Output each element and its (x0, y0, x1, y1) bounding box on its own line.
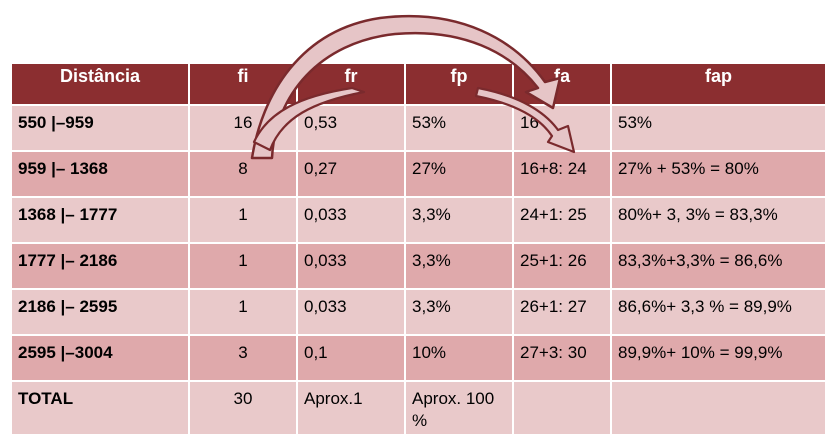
header-fi: fi (190, 64, 296, 104)
header-distancia: Distância (12, 64, 188, 104)
cell-fp: 3,3% (406, 290, 512, 334)
table-row: 2595 |–3004 3 0,1 10% 27+3: 30 89,9%+ 10… (12, 336, 825, 380)
cell-fp: 53% (406, 106, 512, 150)
cell-fap: 89,9%+ 10% = 99,9% (612, 336, 825, 380)
cell-fa: 25+1: 26 (514, 244, 610, 288)
cell-distancia: 2186 |– 2595 (12, 290, 188, 334)
cell-fp: 3,3% (406, 198, 512, 242)
header-fp: fp (406, 64, 512, 104)
table-row: 2186 |– 2595 1 0,033 3,3% 26+1: 27 86,6%… (12, 290, 825, 334)
cell-fap: 27% + 53% = 80% (612, 152, 825, 196)
cell-fap: 80%+ 3, 3% = 83,3% (612, 198, 825, 242)
cell-distancia: 1368 |– 1777 (12, 198, 188, 242)
cell-distancia: 959 |– 1368 (12, 152, 188, 196)
cell-fi: 1 (190, 290, 296, 334)
cell-fr: 0,033 (298, 290, 404, 334)
cell-fp: 10% (406, 336, 512, 380)
frequency-table: Distância fi fr fp fa fap 550 |–959 16 0… (10, 62, 827, 436)
table-row: 1368 |– 1777 1 0,033 3,3% 24+1: 25 80%+ … (12, 198, 825, 242)
cell-fr: 0,033 (298, 198, 404, 242)
cell-fp: 27% (406, 152, 512, 196)
table-row: 1777 |– 2186 1 0,033 3,3% 25+1: 26 83,3%… (12, 244, 825, 288)
cell-fp: Aprox. 100 % (406, 382, 512, 434)
cell-fi: 3 (190, 336, 296, 380)
cell-fa (514, 382, 610, 434)
cell-fi: 8 (190, 152, 296, 196)
header-row: Distância fi fr fp fa fap (12, 64, 825, 104)
header-fap: fap (612, 64, 825, 104)
cell-fap (612, 382, 825, 434)
cell-fr: Aprox.1 (298, 382, 404, 434)
header-fa: fa (514, 64, 610, 104)
cell-fap: 53% (612, 106, 825, 150)
cell-fr: 0,1 (298, 336, 404, 380)
cell-fi: 1 (190, 244, 296, 288)
cell-fr: 0,53 (298, 106, 404, 150)
cell-distancia: 2595 |–3004 (12, 336, 188, 380)
cell-distancia: 550 |–959 (12, 106, 188, 150)
table-row: 550 |–959 16 0,53 53% 16 53% (12, 106, 825, 150)
cell-fi: 30 (190, 382, 296, 434)
cell-total-label: TOTAL (12, 382, 188, 434)
cell-fi: 16 (190, 106, 296, 150)
table-row: 959 |– 1368 8 0,27 27% 16+8: 24 27% + 53… (12, 152, 825, 196)
cell-fap: 83,3%+3,3% = 86,6% (612, 244, 825, 288)
cell-fa: 26+1: 27 (514, 290, 610, 334)
cell-fr: 0,27 (298, 152, 404, 196)
cell-fa: 27+3: 30 (514, 336, 610, 380)
cell-fa: 16+8: 24 (514, 152, 610, 196)
cell-fap: 86,6%+ 3,3 % = 89,9% (612, 290, 825, 334)
cell-fa: 24+1: 25 (514, 198, 610, 242)
header-fr: fr (298, 64, 404, 104)
total-row: TOTAL 30 Aprox.1 Aprox. 100 % (12, 382, 825, 434)
cell-fr: 0,033 (298, 244, 404, 288)
cell-fp: 3,3% (406, 244, 512, 288)
cell-fi: 1 (190, 198, 296, 242)
cell-distancia: 1777 |– 2186 (12, 244, 188, 288)
cell-fa: 16 (514, 106, 610, 150)
